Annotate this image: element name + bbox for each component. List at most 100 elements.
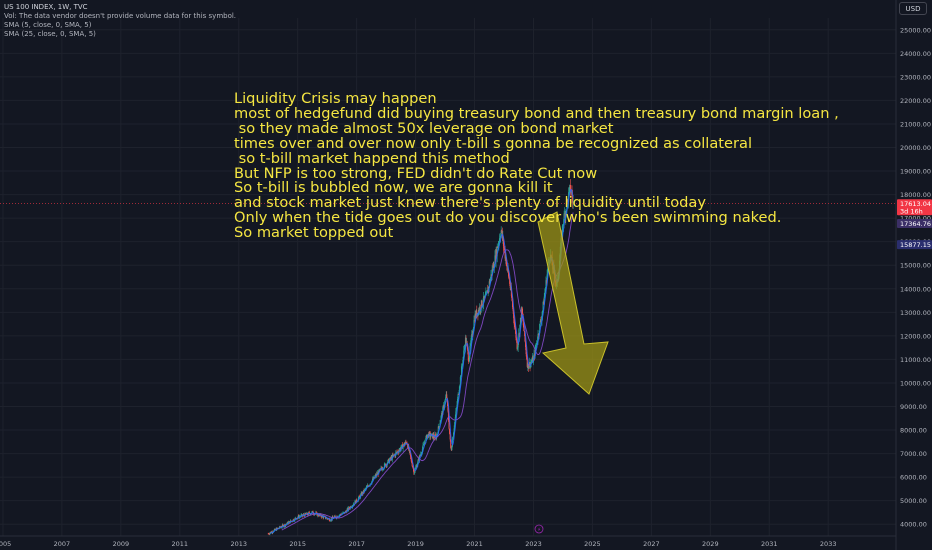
annotation-line: But NFP is too strong, FED didn't do Rat… (234, 164, 598, 182)
candle-body (345, 511, 347, 512)
candle-body (475, 310, 477, 318)
candle-body (357, 498, 359, 501)
candle-body (381, 467, 383, 469)
candle-body (425, 435, 427, 438)
candle-body (393, 454, 395, 456)
candle-body (467, 346, 469, 352)
candle-body (500, 236, 502, 238)
candle-body (396, 451, 398, 453)
event-marker-icon: ⚡ (537, 527, 541, 534)
candle-body (390, 457, 392, 459)
candle-body (530, 362, 532, 363)
candle-body (334, 516, 336, 518)
candle-body (531, 361, 533, 363)
candle-body (491, 269, 493, 276)
candle-body (348, 507, 350, 511)
candle-body (415, 466, 417, 468)
candle-body (512, 300, 514, 308)
candle-body (449, 428, 451, 434)
candle-body (522, 318, 524, 326)
time-tick-label: 2009 (113, 540, 130, 548)
candle-body (350, 506, 352, 508)
candle-body (458, 390, 460, 395)
candle-body (484, 295, 486, 298)
candle-body (571, 191, 573, 197)
candle-body (330, 520, 332, 522)
candle-body (509, 283, 511, 289)
candle-body (455, 408, 457, 412)
candle-body (456, 404, 458, 409)
candle-body (411, 458, 413, 463)
time-tick-label: 2031 (761, 540, 778, 548)
sma-slow-line (281, 212, 574, 531)
candle-body (392, 455, 394, 456)
candle-body (524, 332, 526, 342)
candle-body (342, 512, 344, 514)
currency-button[interactable]: USD (899, 2, 927, 15)
sma-fast-legend[interactable]: SMA (5, close, 0, SMA, 5) (4, 21, 92, 29)
candle-body (363, 490, 365, 492)
candle-body (373, 476, 375, 478)
event-marker[interactable] (534, 524, 544, 534)
candle-body (361, 492, 363, 496)
candle-body (505, 258, 507, 259)
candle-body (471, 333, 473, 339)
candle-body (491, 274, 493, 276)
candle-body (543, 296, 545, 305)
candle-body (485, 292, 487, 296)
candle-body (365, 487, 367, 489)
candle-body (440, 420, 442, 424)
candle-body (534, 353, 536, 357)
candle-body (430, 436, 432, 437)
time-tick-label: 2013 (230, 540, 247, 548)
candle-body (452, 437, 454, 440)
candle-body (404, 441, 406, 444)
candle-body (294, 517, 296, 519)
candle-body (409, 450, 411, 454)
candle-body (305, 513, 307, 515)
candle-body (464, 337, 466, 348)
candle-body (521, 307, 523, 314)
arrow-drawing[interactable] (537, 211, 609, 395)
candle-body (471, 333, 473, 336)
candle-body (413, 472, 415, 474)
candle-body (318, 515, 320, 516)
candle-body (414, 469, 416, 473)
candle-body (513, 311, 515, 319)
last-price-tag (897, 199, 932, 216)
candle-body (499, 237, 501, 239)
candle-body (353, 503, 355, 505)
annotation-line: So t-bill is bubbled now, we are gonna k… (234, 179, 553, 197)
candle-body (411, 462, 413, 467)
sma-slow-legend[interactable]: SMA (25, close, 0, SMA, 5) (4, 30, 96, 38)
candle-body (282, 524, 284, 526)
candle-body (464, 347, 466, 349)
candle-body (563, 213, 565, 224)
candle-body (422, 445, 424, 450)
candle-body (451, 439, 453, 447)
candle-body (544, 292, 546, 297)
candle-body (354, 501, 356, 505)
candle-body (438, 426, 440, 427)
price-tick-label: 18000.00 (900, 191, 931, 199)
candle-body (516, 339, 518, 349)
candle-body (562, 224, 564, 227)
candle-body (403, 443, 405, 446)
candle-body (440, 416, 442, 421)
candle-body (462, 356, 464, 364)
price-tick-label: 15000.00 (900, 262, 931, 270)
candle-body (310, 513, 312, 515)
candle-body (267, 533, 269, 535)
candle-body (415, 467, 417, 470)
sma-fast-line (270, 188, 574, 534)
text-annotation[interactable]: Liquidity Crisis may happen most of hedge… (234, 91, 839, 241)
candle-body (492, 269, 494, 271)
candle-body (379, 468, 381, 471)
price-tick-label: 12000.00 (900, 332, 931, 340)
candle-body (355, 499, 357, 504)
candle-body (485, 292, 487, 293)
candle-body (419, 455, 421, 461)
symbol-title[interactable]: US 100 INDEX, 1W, TVC (4, 3, 88, 11)
candle-body (290, 520, 292, 522)
